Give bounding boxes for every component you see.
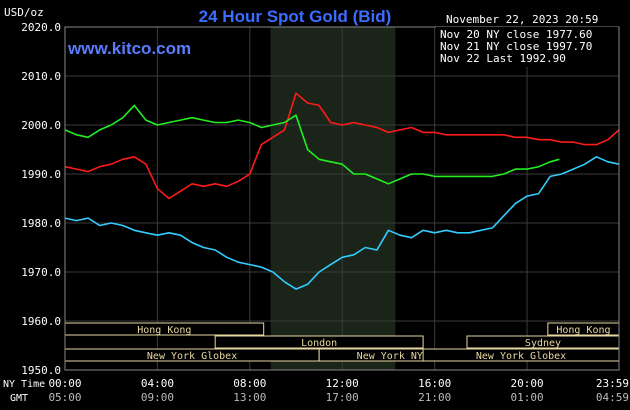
x-tick-labels-ny: 00:00 04:00 08:00 12:00 16:00 20:00 23:59 — [48, 377, 629, 390]
x-tick-label-gmt: 21:00 — [418, 391, 451, 404]
x-tick-label-gmt: 13:00 — [233, 391, 266, 404]
series-line-1 — [64, 156, 620, 290]
session-label: New York Globex — [147, 351, 237, 362]
chart-title: 24 Hour Spot Gold (Bid) — [199, 7, 392, 26]
y-tick-label: 2020.0 — [21, 21, 61, 34]
legend-item-nov22: Nov 22 Last 1992.90 — [440, 52, 566, 65]
legend-item-nov20: Nov 20 NY close 1977.60 — [440, 28, 592, 41]
y-tick-label: 1980.0 — [21, 217, 61, 230]
session-label: Hong Kong — [556, 325, 610, 336]
date-time: November 22, 2023 20:59 — [446, 13, 598, 26]
y-tick-label: 2010.0 — [21, 70, 61, 83]
x-tick-label-gmt: 01:00 — [510, 391, 543, 404]
session-label: Sydney — [525, 338, 561, 349]
legend-item-nov21: Nov 21 NY close 1997.70 — [440, 40, 592, 53]
y-tick-label: 1990.0 — [21, 168, 61, 181]
x-tick-label-ny: 08:00 — [233, 377, 266, 390]
plot-border — [64, 26, 620, 371]
unit-label: USD/oz — [4, 6, 44, 19]
x-tick-label-gmt: 09:00 — [141, 391, 174, 404]
y-tick-label: 1960.0 — [21, 315, 61, 328]
x-tick-labels-gmt: 05:00 09:00 13:00 17:00 21:00 01:00 04:59 — [48, 391, 629, 404]
x-tick-label-ny: 20:00 — [510, 377, 543, 390]
x-tick-label-ny: 12:00 — [326, 377, 359, 390]
session-label: Hong Kong — [137, 325, 191, 336]
session-label: London — [301, 338, 337, 349]
x-tick-label-gmt: 05:00 — [48, 391, 81, 404]
y-tick-label: 1970.0 — [21, 266, 61, 279]
y-tick-label: 2000.0 — [21, 119, 61, 132]
series-line-3 — [64, 104, 560, 185]
session-label: New York NYMEX — [357, 351, 441, 362]
gmt-row-label: GMT — [10, 393, 28, 404]
x-tick-label-ny: 04:00 — [141, 377, 174, 390]
session-bar — [214, 335, 424, 349]
x-tick-label-gmt: 17:00 — [326, 391, 359, 404]
x-tick-label-gmt: 04:59 — [596, 391, 629, 404]
series-line-2 — [64, 92, 620, 200]
nymex-highlight-band — [270, 27, 396, 370]
y-tick-labels: 2020.0 2010.0 2000.0 1990.0 1980.0 1970.0 1960… — [21, 21, 61, 377]
y-tick-label: 1950.0 — [21, 364, 61, 377]
brand-watermark: www.kitco.com — [67, 39, 191, 58]
session-label: New York Globex — [476, 351, 566, 362]
ny-time-row-label: NY Time — [3, 379, 45, 390]
legend: Nov 20 NY close 1977.60 Nov 21 NY close … — [436, 27, 618, 67]
x-tick-label-ny: 23:59 — [596, 377, 629, 390]
legend-box — [436, 27, 618, 67]
series-lines — [64, 92, 620, 290]
x-tick-label-ny: 00:00 — [48, 377, 81, 390]
x-tick-label-ny: 16:00 — [418, 377, 451, 390]
